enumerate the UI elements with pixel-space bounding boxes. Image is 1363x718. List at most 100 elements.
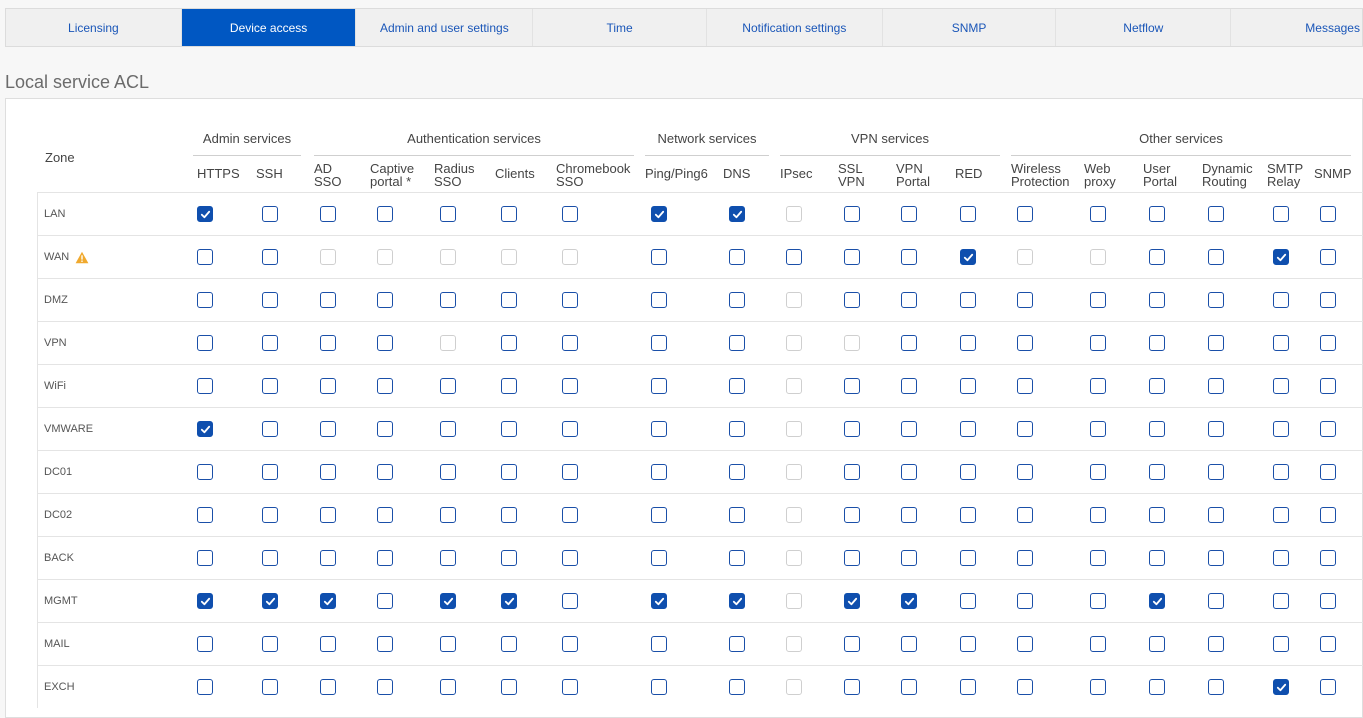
checkbox-vpn-user-portal[interactable] <box>1149 335 1165 351</box>
checkbox-dmz-clients[interactable] <box>501 292 517 308</box>
checkbox-vpn-https[interactable] <box>197 335 213 351</box>
checkbox-dc02-red[interactable] <box>960 507 976 523</box>
checkbox-mgmt-ping-ping6[interactable] <box>651 593 667 609</box>
checkbox-exch-clients[interactable] <box>501 679 517 695</box>
checkbox-exch-red[interactable] <box>960 679 976 695</box>
checkbox-wifi-smtp-relay[interactable] <box>1273 378 1289 394</box>
checkbox-mgmt-chromebook-sso[interactable] <box>562 593 578 609</box>
checkbox-wan-dns[interactable] <box>729 249 745 265</box>
checkbox-wan-user-portal[interactable] <box>1149 249 1165 265</box>
checkbox-back-smtp-relay[interactable] <box>1273 550 1289 566</box>
checkbox-wifi-ssh[interactable] <box>262 378 278 394</box>
checkbox-dc01-web-proxy[interactable] <box>1090 464 1106 480</box>
checkbox-wan-ssl-vpn[interactable] <box>844 249 860 265</box>
checkbox-dmz-ping-ping6[interactable] <box>651 292 667 308</box>
checkbox-vmware-dynamic-routing[interactable] <box>1208 421 1224 437</box>
checkbox-mgmt-https[interactable] <box>197 593 213 609</box>
checkbox-exch-smtp-relay[interactable] <box>1273 679 1289 695</box>
tab-licensing[interactable]: Licensing <box>6 9 182 46</box>
checkbox-lan-ad-sso[interactable] <box>320 206 336 222</box>
checkbox-back-ssl-vpn[interactable] <box>844 550 860 566</box>
checkbox-vmware-vpn-portal[interactable] <box>901 421 917 437</box>
checkbox-dc02-smtp-relay[interactable] <box>1273 507 1289 523</box>
checkbox-back-ping-ping6[interactable] <box>651 550 667 566</box>
checkbox-lan-radius-sso[interactable] <box>440 206 456 222</box>
checkbox-dc02-chromebook-sso[interactable] <box>562 507 578 523</box>
checkbox-wan-dynamic-routing[interactable] <box>1208 249 1224 265</box>
checkbox-dc01-dynamic-routing[interactable] <box>1208 464 1224 480</box>
checkbox-wifi-snmp[interactable] <box>1320 378 1336 394</box>
checkbox-wifi-dynamic-routing[interactable] <box>1208 378 1224 394</box>
checkbox-back-ssh[interactable] <box>262 550 278 566</box>
checkbox-exch-ssh[interactable] <box>262 679 278 695</box>
checkbox-wan-ssh[interactable] <box>262 249 278 265</box>
checkbox-lan-vpn-portal[interactable] <box>901 206 917 222</box>
checkbox-dc02-ping-ping6[interactable] <box>651 507 667 523</box>
tab-device-access[interactable]: Device access <box>181 9 357 46</box>
checkbox-mail-user-portal[interactable] <box>1149 636 1165 652</box>
checkbox-dc01-red[interactable] <box>960 464 976 480</box>
checkbox-mgmt-red[interactable] <box>960 593 976 609</box>
checkbox-dmz-vpn-portal[interactable] <box>901 292 917 308</box>
checkbox-dc01-ping-ping6[interactable] <box>651 464 667 480</box>
checkbox-wifi-dns[interactable] <box>729 378 745 394</box>
checkbox-dc01-chromebook-sso[interactable] <box>562 464 578 480</box>
checkbox-dc02-vpn-portal[interactable] <box>901 507 917 523</box>
checkbox-wifi-user-portal[interactable] <box>1149 378 1165 394</box>
checkbox-dc01-radius-sso[interactable] <box>440 464 456 480</box>
checkbox-dc02-radius-sso[interactable] <box>440 507 456 523</box>
checkbox-exch-chromebook-sso[interactable] <box>562 679 578 695</box>
checkbox-lan-https[interactable] <box>197 206 213 222</box>
checkbox-wifi-clients[interactable] <box>501 378 517 394</box>
checkbox-back-web-proxy[interactable] <box>1090 550 1106 566</box>
checkbox-mgmt-web-proxy[interactable] <box>1090 593 1106 609</box>
checkbox-dmz-radius-sso[interactable] <box>440 292 456 308</box>
checkbox-exch-captive-portal[interactable] <box>377 679 393 695</box>
checkbox-dc02-captive-portal[interactable] <box>377 507 393 523</box>
checkbox-exch-ad-sso[interactable] <box>320 679 336 695</box>
checkbox-dc01-ssh[interactable] <box>262 464 278 480</box>
checkbox-dmz-ad-sso[interactable] <box>320 292 336 308</box>
checkbox-lan-clients[interactable] <box>501 206 517 222</box>
checkbox-back-vpn-portal[interactable] <box>901 550 917 566</box>
checkbox-vmware-dns[interactable] <box>729 421 745 437</box>
checkbox-wifi-https[interactable] <box>197 378 213 394</box>
checkbox-mail-radius-sso[interactable] <box>440 636 456 652</box>
checkbox-vpn-ping-ping6[interactable] <box>651 335 667 351</box>
checkbox-vpn-chromebook-sso[interactable] <box>562 335 578 351</box>
tab-netflow[interactable]: Netflow <box>1056 9 1232 46</box>
checkbox-dc01-vpn-portal[interactable] <box>901 464 917 480</box>
checkbox-vpn-dynamic-routing[interactable] <box>1208 335 1224 351</box>
checkbox-dc02-ad-sso[interactable] <box>320 507 336 523</box>
checkbox-dc01-snmp[interactable] <box>1320 464 1336 480</box>
checkbox-exch-https[interactable] <box>197 679 213 695</box>
checkbox-lan-dns[interactable] <box>729 206 745 222</box>
checkbox-mgmt-snmp[interactable] <box>1320 593 1336 609</box>
checkbox-mgmt-user-portal[interactable] <box>1149 593 1165 609</box>
checkbox-vpn-clients[interactable] <box>501 335 517 351</box>
checkbox-vmware-wireless-protection[interactable] <box>1017 421 1033 437</box>
checkbox-dmz-smtp-relay[interactable] <box>1273 292 1289 308</box>
checkbox-dmz-web-proxy[interactable] <box>1090 292 1106 308</box>
checkbox-lan-chromebook-sso[interactable] <box>562 206 578 222</box>
checkbox-mgmt-ssl-vpn[interactable] <box>844 593 860 609</box>
checkbox-vmware-radius-sso[interactable] <box>440 421 456 437</box>
checkbox-lan-user-portal[interactable] <box>1149 206 1165 222</box>
checkbox-mgmt-radius-sso[interactable] <box>440 593 456 609</box>
checkbox-wifi-vpn-portal[interactable] <box>901 378 917 394</box>
checkbox-mail-snmp[interactable] <box>1320 636 1336 652</box>
tab-snmp[interactable]: SNMP <box>883 9 1057 46</box>
checkbox-mail-smtp-relay[interactable] <box>1273 636 1289 652</box>
checkbox-vmware-user-portal[interactable] <box>1149 421 1165 437</box>
checkbox-dmz-ssl-vpn[interactable] <box>844 292 860 308</box>
checkbox-dc02-dns[interactable] <box>729 507 745 523</box>
checkbox-lan-dynamic-routing[interactable] <box>1208 206 1224 222</box>
checkbox-exch-wireless-protection[interactable] <box>1017 679 1033 695</box>
checkbox-dmz-red[interactable] <box>960 292 976 308</box>
checkbox-mail-red[interactable] <box>960 636 976 652</box>
checkbox-vmware-clients[interactable] <box>501 421 517 437</box>
checkbox-lan-smtp-relay[interactable] <box>1273 206 1289 222</box>
checkbox-mail-ssh[interactable] <box>262 636 278 652</box>
checkbox-vmware-chromebook-sso[interactable] <box>562 421 578 437</box>
checkbox-exch-radius-sso[interactable] <box>440 679 456 695</box>
